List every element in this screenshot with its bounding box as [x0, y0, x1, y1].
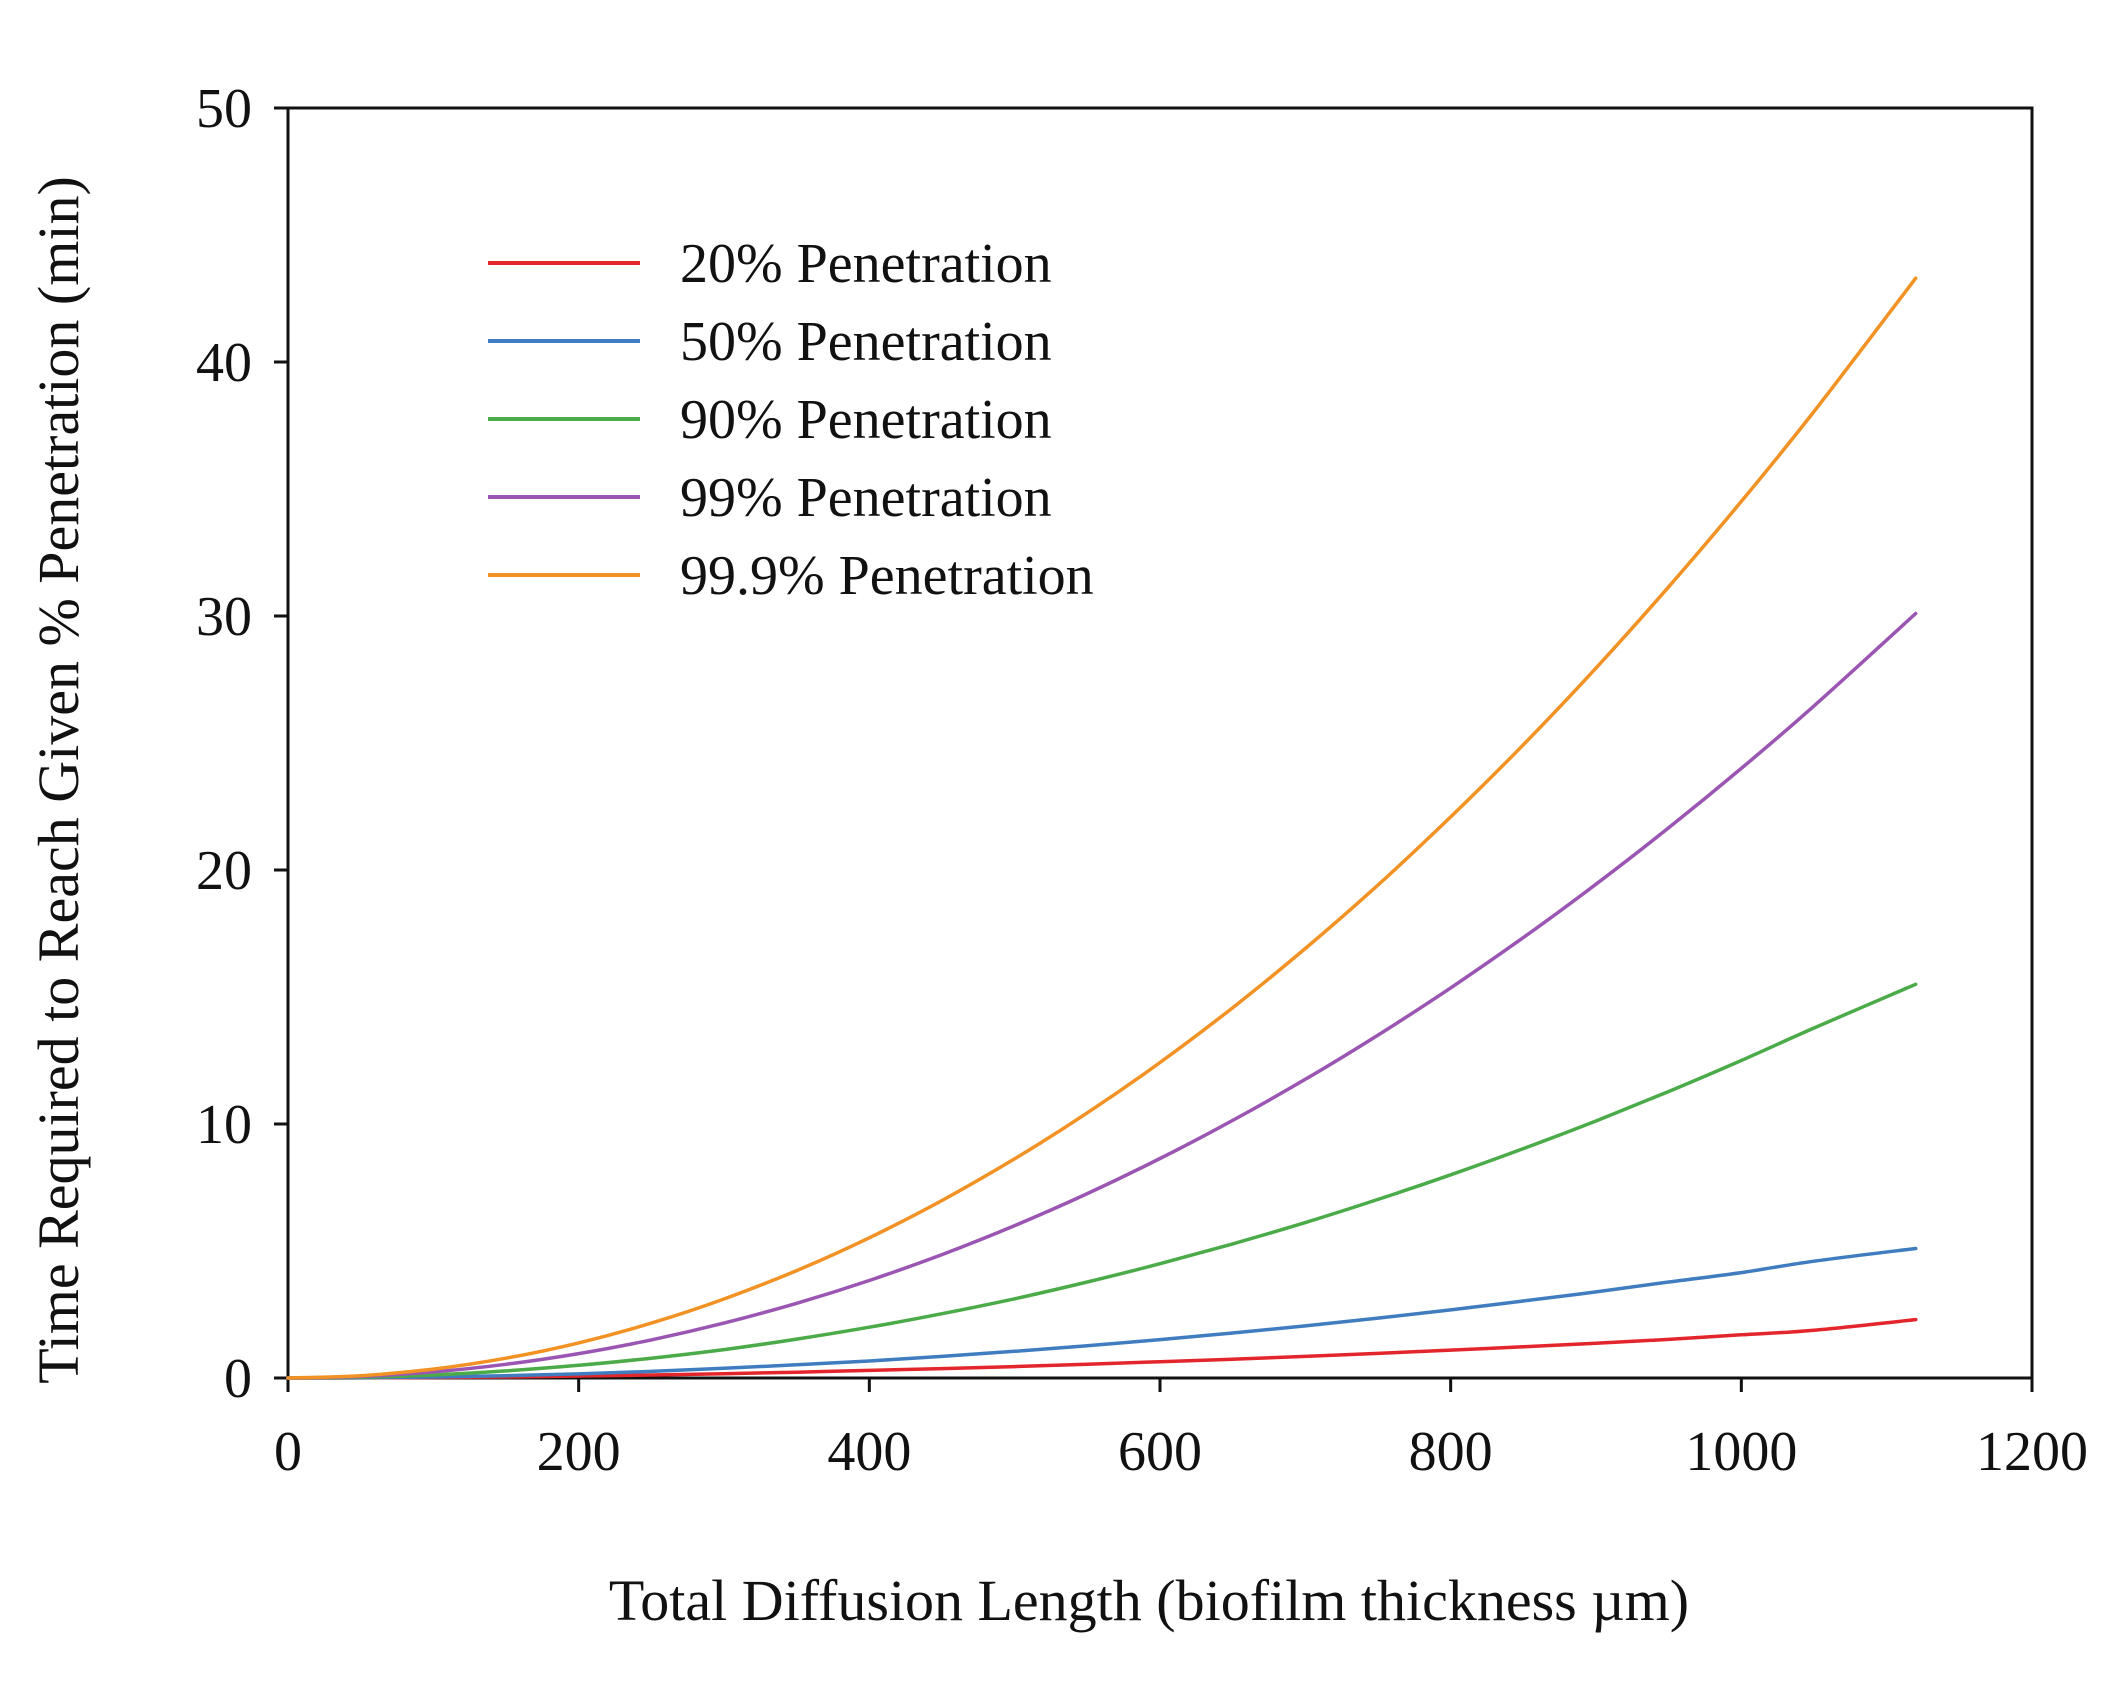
legend-label: 20% Penetration — [680, 233, 1052, 295]
y-tick-label: 30 — [196, 586, 252, 648]
x-axis-title: Total Diffusion Length (biofilm thicknes… — [609, 1568, 1689, 1633]
y-tick-label: 40 — [196, 332, 252, 394]
series-line-5 — [286, 276, 1918, 1380]
x-tick-label: 1000 — [1685, 1421, 1797, 1483]
series-line-1 — [286, 1317, 1918, 1380]
series-line-3 — [286, 982, 1918, 1380]
x-tick-label: 600 — [1118, 1421, 1202, 1483]
y-tick-label: 0 — [224, 1348, 252, 1410]
legend-label: 50% Penetration — [680, 311, 1052, 373]
y-axis-title: Time Required to Reach Given % Penetrati… — [26, 176, 91, 1384]
x-tick-label: 0 — [274, 1421, 302, 1483]
legend-label: 90% Penetration — [680, 389, 1052, 451]
series-line-4 — [286, 611, 1918, 1380]
x-tick-label: 400 — [827, 1421, 911, 1483]
axes-group: 0 200 400 600 800 1000 1200 0 10 20 30 40 50 — [196, 78, 2088, 1483]
y-tick-label: 50 — [196, 78, 252, 140]
legend-label: 99.9% Penetration — [680, 545, 1094, 607]
y-tick-label: 20 — [196, 840, 252, 902]
legend-label: 99% Penetration — [680, 467, 1052, 529]
x-tick-label: 800 — [1409, 1421, 1493, 1483]
legend: 20% Penetration 50% Penetration 90% Penetr… — [488, 233, 1094, 607]
x-tick-label: 200 — [537, 1421, 621, 1483]
x-tick-label: 1200 — [1976, 1421, 2088, 1483]
y-tick-label: 10 — [196, 1094, 252, 1156]
series-line-2 — [286, 1246, 1918, 1380]
series-group — [286, 276, 1918, 1380]
